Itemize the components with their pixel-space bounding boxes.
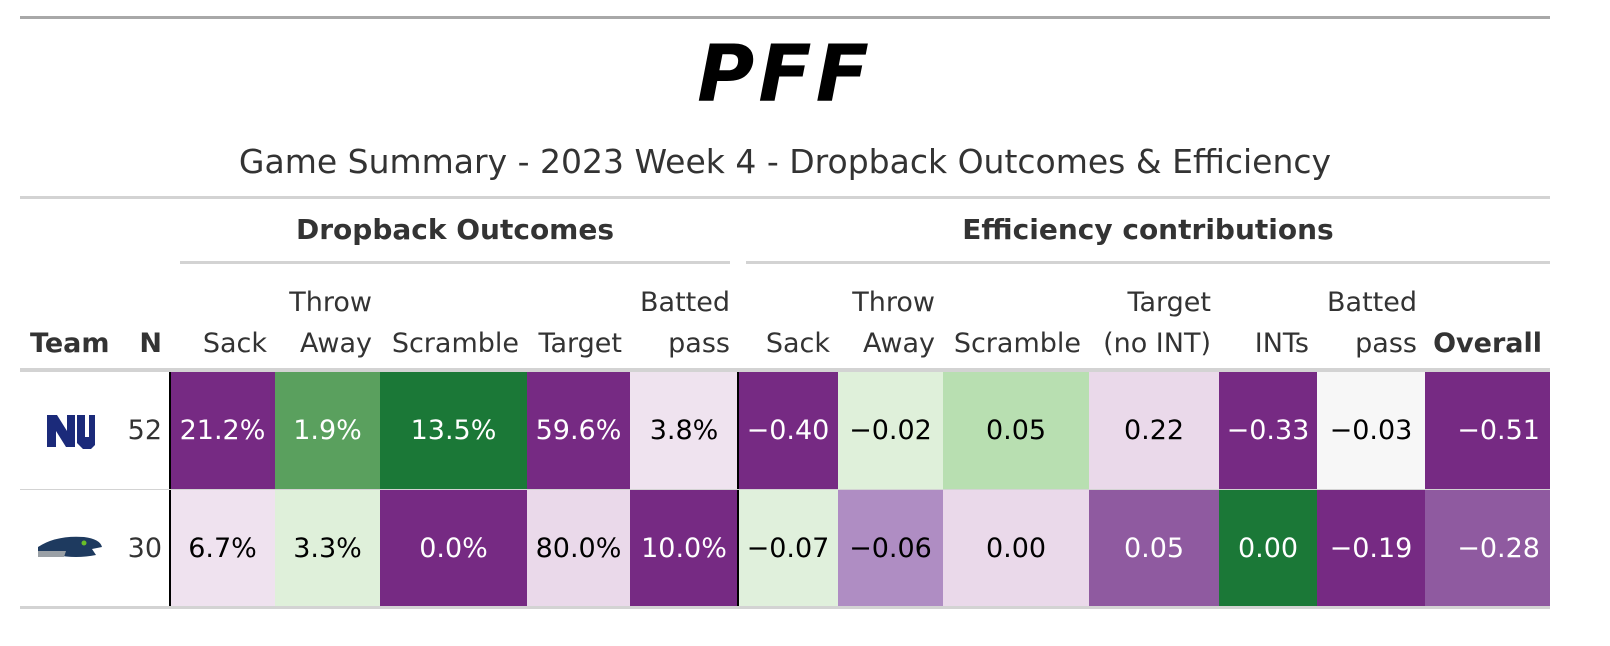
column-divider [737, 372, 739, 489]
n-cell: 52 [127, 415, 162, 446]
table-cell: −0.28 [1425, 490, 1550, 606]
spanner: Dropback Outcomes [295, 213, 615, 246]
column-header: Batted pass [1327, 287, 1417, 359]
title: Game Summary - 2023 Week 4 - Dropback Ou… [238, 142, 1332, 181]
table-cell: 0.05 [943, 372, 1089, 489]
team-logo [20, 490, 120, 606]
column-divider [737, 490, 739, 606]
column-header: Throw Away [852, 287, 935, 359]
spanner: Efficiency contributions [962, 213, 1334, 246]
table-cell: −0.51 [1425, 372, 1550, 489]
logo: PFF [697, 30, 873, 120]
giants-logo [47, 414, 95, 449]
seahawks-logo [38, 536, 102, 557]
spanner-rule [746, 261, 1550, 264]
rule [20, 489, 1550, 490]
column-header: Scramble [391, 328, 519, 359]
rule [20, 196, 1550, 199]
table-cell: 21.2% [170, 372, 275, 489]
team-logo [20, 372, 120, 489]
table-cell: −0.33 [1219, 372, 1317, 489]
column-header: Sack [765, 328, 830, 359]
table-cell: 0.0% [380, 490, 527, 606]
table-cell: −0.02 [838, 372, 943, 489]
column-divider [169, 490, 171, 606]
table-cell: −0.40 [738, 372, 838, 489]
table-cell: 0.00 [1219, 490, 1317, 606]
table-cell: 80.0% [527, 490, 630, 606]
column-header: Sack [202, 328, 267, 359]
column-header: Batted pass [640, 287, 730, 359]
table-cell: −0.19 [1317, 490, 1425, 606]
table-cell: 13.5% [380, 372, 527, 489]
column-divider [169, 372, 171, 489]
column-header: Scramble [953, 328, 1081, 359]
table-cell: 3.3% [275, 490, 380, 606]
column-header: N [139, 328, 162, 359]
table-cell: 59.6% [527, 372, 630, 489]
table-cell: 0.00 [943, 490, 1089, 606]
table-cell: 3.8% [630, 372, 738, 489]
column-header: Target (no INT) [1103, 287, 1211, 359]
column-header: Overall [1433, 328, 1542, 359]
column-header: INTs [1254, 328, 1309, 359]
column-header: Target [538, 328, 622, 359]
table-cell: 1.9% [275, 372, 380, 489]
spanner-rule [180, 261, 730, 264]
rule [20, 368, 1550, 372]
n-cell: 30 [127, 532, 162, 564]
table-cell: 6.7% [170, 490, 275, 606]
top-rule [20, 16, 1550, 19]
rule [20, 606, 1550, 609]
column-header: Throw Away [289, 287, 372, 359]
table-cell: 10.0% [630, 490, 738, 606]
table-cell: 0.22 [1089, 372, 1219, 489]
column-header: Team [30, 328, 110, 359]
table-cell: −0.07 [738, 490, 838, 606]
table-cell: 0.05 [1089, 490, 1219, 606]
table-cell: −0.06 [838, 490, 943, 606]
table-cell: −0.03 [1317, 372, 1425, 489]
